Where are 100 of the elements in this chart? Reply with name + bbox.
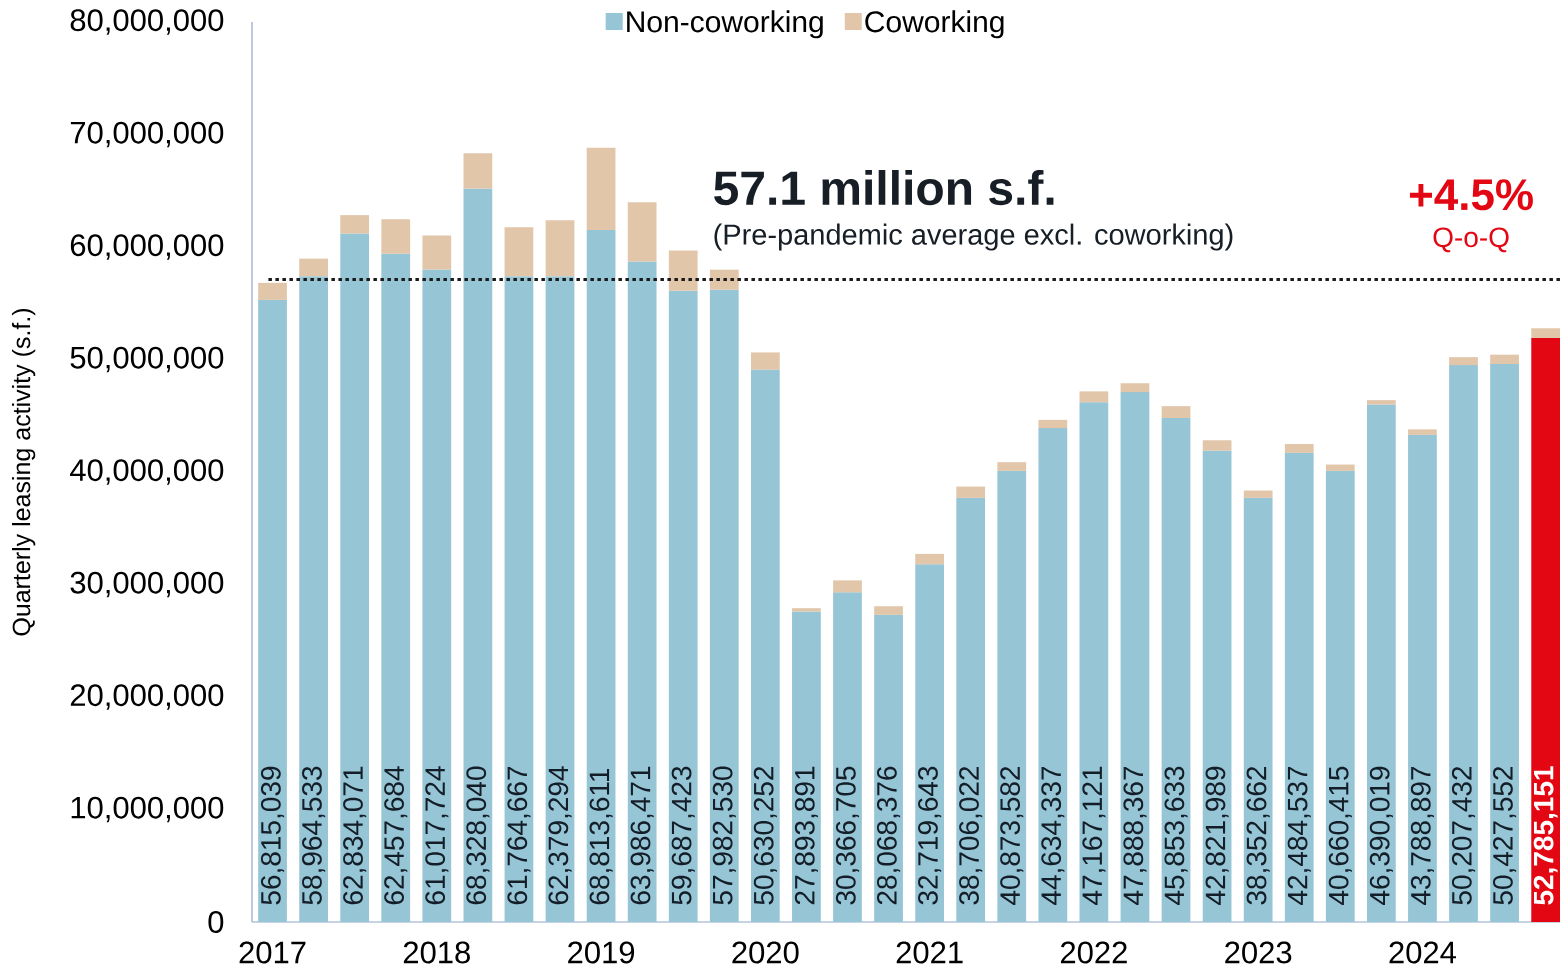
- total-label: 42,484,537: [1287, 766, 1311, 905]
- total-label: 47,888,367: [1123, 766, 1147, 905]
- legend-label: Coworking: [865, 10, 1004, 39]
- x-tick-label: 2020: [732, 941, 799, 964]
- bar: [833, 592, 862, 922]
- legend-label: Non-coworking: [627, 10, 823, 39]
- x-tick-label: 2019: [568, 941, 635, 964]
- bar: [627, 202, 657, 262]
- bar: [258, 282, 287, 300]
- x-tick-label: 2023: [1225, 941, 1292, 964]
- x-tick-label: 2018: [403, 941, 470, 964]
- ref-line-label: 57.1 million s.f.: [714, 169, 1054, 206]
- total-label: 68,813,611: [589, 768, 613, 905]
- bar: [956, 497, 986, 922]
- bar: [340, 215, 370, 234]
- bar: [299, 276, 328, 922]
- total-label: 50,427,552: [1493, 766, 1517, 905]
- total-label: 32,719,643: [918, 766, 942, 905]
- bar: [668, 250, 698, 291]
- x-tick-label: 2022: [1060, 941, 1127, 964]
- bar: [545, 276, 575, 922]
- bar: [1531, 328, 1560, 339]
- bar: [709, 289, 739, 922]
- total-label: 38,352,662: [1246, 766, 1270, 905]
- bar: [1202, 450, 1232, 922]
- total-label: 27,893,891: [794, 766, 818, 905]
- bar: [750, 369, 780, 922]
- total-label: 62,379,294: [548, 766, 572, 905]
- total-label: 47,167,121: [1082, 766, 1106, 905]
- bar: [586, 147, 616, 231]
- bar: [1408, 434, 1437, 922]
- total-label: 57,982,530: [712, 766, 736, 905]
- bar: [709, 269, 739, 290]
- bar: [792, 611, 821, 922]
- total-label: 61,017,724: [425, 766, 449, 905]
- bar: [1284, 452, 1314, 922]
- total-label: 46,390,019: [1369, 766, 1393, 905]
- total-label: 30,366,705: [835, 766, 860, 905]
- bar: [1120, 392, 1150, 922]
- bar: [874, 606, 903, 615]
- annotation: +4.5%: [1409, 179, 1533, 211]
- bar: [1079, 402, 1109, 922]
- total-label: 52,785,151: [1533, 766, 1558, 905]
- total-label: 42,821,989: [1205, 766, 1229, 905]
- bar: [1449, 357, 1478, 366]
- total-label: 40,660,415: [1328, 766, 1352, 905]
- bar: [1490, 364, 1519, 922]
- bar: [915, 553, 944, 565]
- bar: [340, 233, 370, 922]
- bar: [381, 253, 411, 922]
- total-label: 40,873,582: [1000, 766, 1024, 905]
- bar: [422, 235, 452, 270]
- bar: [1038, 419, 1068, 429]
- bar: [545, 220, 575, 277]
- bar: [915, 564, 944, 922]
- bar: [792, 608, 821, 612]
- bar: [627, 261, 657, 922]
- bar: [1408, 429, 1437, 435]
- total-label: 50,630,252: [753, 766, 777, 905]
- total-label: 58,964,533: [302, 766, 326, 905]
- bar: [1367, 404, 1396, 922]
- total-label: 43,788,897: [1410, 766, 1434, 905]
- total-label: 56,815,039: [260, 766, 285, 905]
- bar: [1079, 391, 1109, 403]
- x-tick-label: 2017: [239, 941, 306, 964]
- bar: [1038, 428, 1068, 922]
- total-label: 63,986,471: [630, 766, 654, 905]
- total-label: 61,764,667: [507, 766, 531, 905]
- bar: [258, 299, 287, 922]
- total-label: 44,634,337: [1041, 766, 1065, 905]
- bar: [956, 486, 986, 498]
- total-label: 68,328,040: [466, 766, 490, 905]
- x-tick-label: 2021: [896, 941, 963, 964]
- y-tick-label: 50,000,000: [70, 346, 224, 373]
- bar: [504, 276, 534, 922]
- total-label: 45,853,633: [1164, 766, 1188, 905]
- bar: [1161, 406, 1191, 418]
- bar: [1449, 365, 1478, 922]
- y-tick-label: 80,000,000: [70, 9, 224, 35]
- bar: [381, 219, 411, 254]
- x-tick-label: 2024: [1389, 941, 1457, 964]
- y-tick-label: 10,000,000: [71, 796, 224, 823]
- total-label: 28,068,376: [877, 766, 901, 905]
- y-tick-label: 60,000,000: [70, 234, 224, 260]
- bar: [833, 580, 862, 593]
- bar: [463, 153, 493, 189]
- annotation: (Pre-pandemic average excl. coworking): [714, 223, 1233, 251]
- y-tick-label: 40,000,000: [70, 459, 224, 485]
- total-label: 38,706,022: [959, 766, 983, 905]
- bar: [1161, 417, 1191, 922]
- bar: [1325, 470, 1355, 922]
- total-label: 62,834,071: [343, 766, 367, 905]
- bar: [668, 290, 698, 922]
- total-label: 62,457,684: [384, 766, 408, 905]
- bar: [997, 470, 1027, 922]
- bar: [463, 188, 493, 922]
- bar: [997, 462, 1027, 471]
- bar: [1531, 338, 1560, 922]
- bar: [1367, 400, 1396, 405]
- bar: [1202, 440, 1232, 451]
